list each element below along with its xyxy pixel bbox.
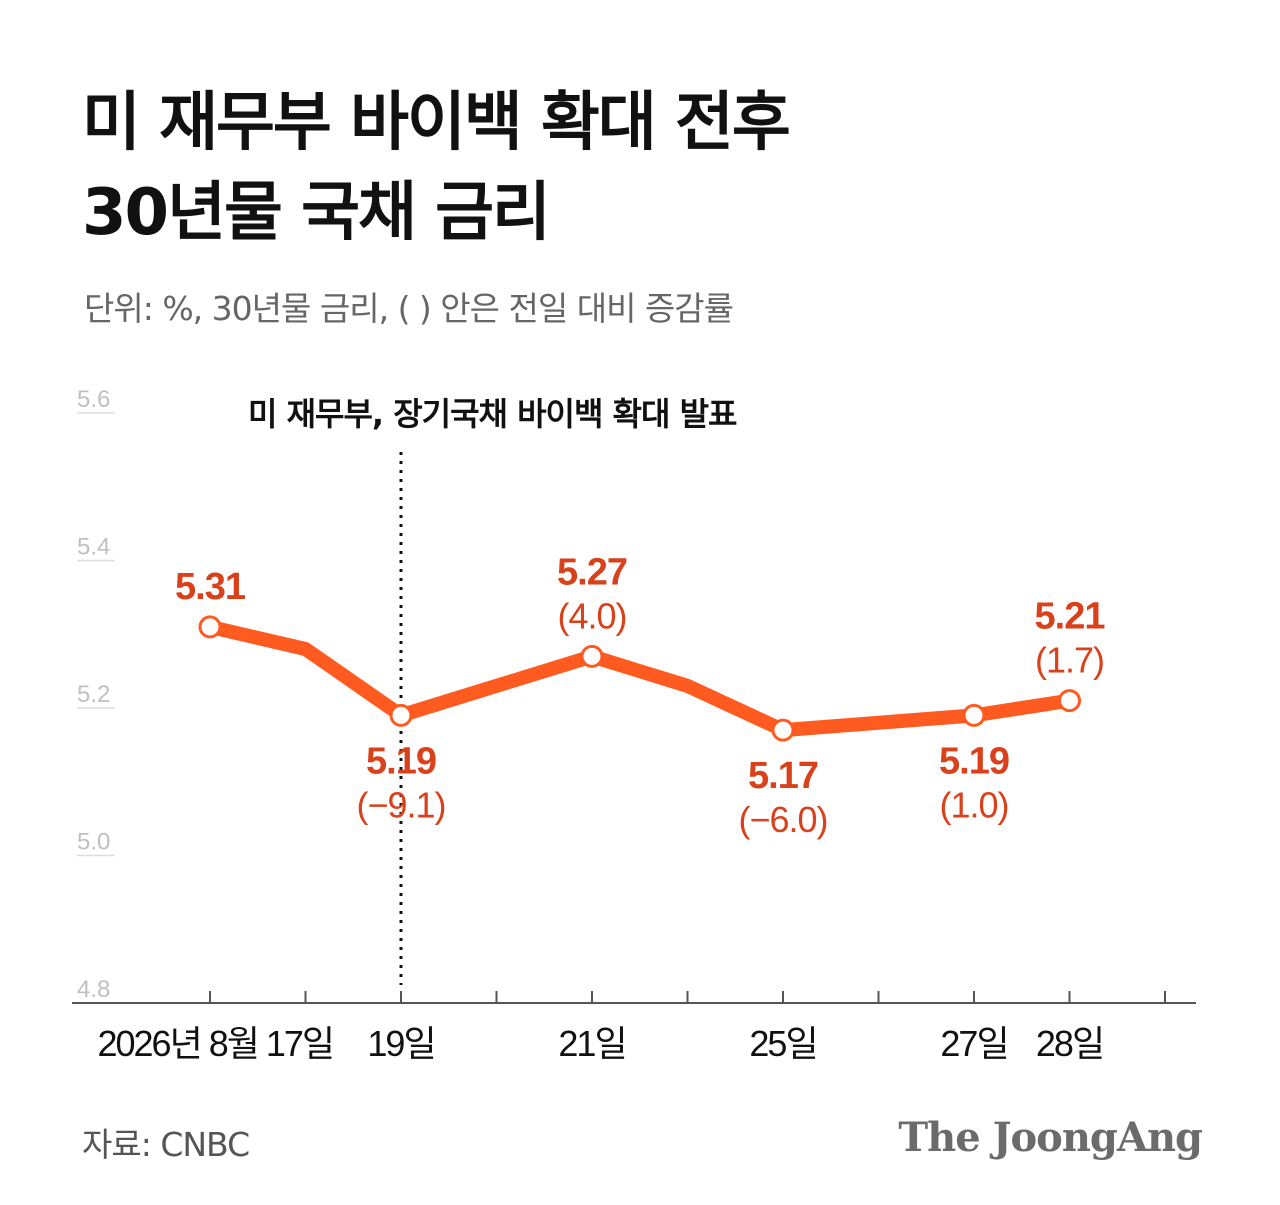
data-change-label: (−6.0) xyxy=(738,799,827,840)
title-line-1: 미 재무부 바이백 확대 전후 xyxy=(82,86,791,160)
data-value-label: 5.31 xyxy=(175,566,246,608)
event-label: 미 재무부, 장기국채 바이백 확대 발표 xyxy=(248,395,737,433)
data-change-label: (4.0) xyxy=(557,595,626,636)
x-tick-label: 25일 xyxy=(749,1023,816,1064)
data-point xyxy=(580,644,604,668)
x-tick-label: 19일 xyxy=(367,1023,434,1064)
chart-subtitle: 단위: %, 30년물 금리, ( ) 안은 전일 대비 증감률 xyxy=(84,289,734,328)
source-note: 자료: CNBC xyxy=(82,1125,250,1164)
data-change-label: (1.0) xyxy=(939,784,1008,825)
data-point xyxy=(962,703,986,727)
data-value-label: 5.17 xyxy=(748,755,818,797)
data-value-label: 5.21 xyxy=(1035,596,1106,638)
data-point xyxy=(1058,689,1081,713)
y-tick-label: 5.6 xyxy=(77,386,110,413)
data-point xyxy=(198,615,222,639)
y-tick-label: 4.8 xyxy=(77,976,110,1003)
chart-title: 미 재무부 바이백 확대 전후 30년물 국채 금리 xyxy=(82,78,791,258)
data-value-label: 5.27 xyxy=(557,551,627,593)
x-tick-label: 27일 xyxy=(940,1023,1007,1064)
publisher-logo: The JoongAng xyxy=(898,1114,1203,1161)
data-point xyxy=(389,703,413,727)
y-tick-label: 5.2 xyxy=(77,681,110,708)
data-value-label: 5.19 xyxy=(366,740,436,782)
x-tick-label: 28일 xyxy=(1036,1023,1103,1064)
series-line xyxy=(203,619,1077,738)
data-value-label: 5.19 xyxy=(939,740,1009,782)
x-tick-label: 21일 xyxy=(558,1023,625,1064)
x-tick-label: 2026년 8월 17일 xyxy=(97,1023,333,1064)
title-line-2: 30년물 국채 금리 xyxy=(82,176,551,250)
y-tick-label: 5.4 xyxy=(77,534,110,561)
data-change-label: (−9.1) xyxy=(356,784,445,825)
data-point xyxy=(771,718,795,742)
y-tick-label: 5.0 xyxy=(77,829,110,856)
data-change-label: (1.7) xyxy=(1035,640,1104,681)
